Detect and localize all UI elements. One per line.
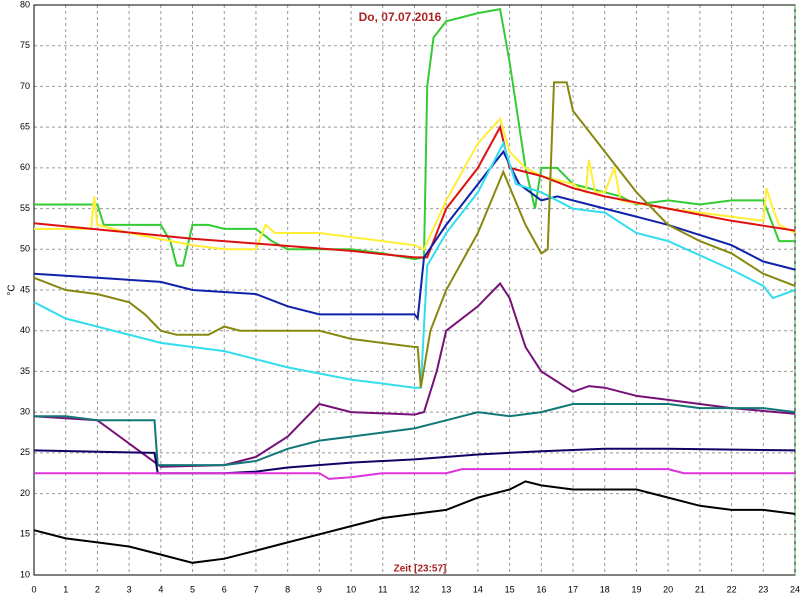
y-tick-label: 80 <box>20 0 30 9</box>
x-tick-label: 3 <box>127 584 132 594</box>
x-tick-label: 21 <box>695 584 705 594</box>
x-tick-label: 13 <box>441 584 451 594</box>
x-tick-label: 7 <box>253 584 258 594</box>
x-tick-label: 11 <box>378 584 387 594</box>
series-line <box>34 7 795 267</box>
series-line <box>34 117 796 251</box>
y-tick-label: 25 <box>20 447 30 457</box>
y-tick-label: 50 <box>20 244 30 254</box>
x-tick-label: 8 <box>285 584 290 594</box>
x-axis-label: Zeit [23:57] <box>394 564 447 575</box>
y-tick-label: 30 <box>20 407 30 417</box>
y-tick-label: 20 <box>20 488 30 498</box>
x-tick-label: 5 <box>190 584 195 594</box>
x-tick-label: 9 <box>317 584 322 594</box>
x-tick-label: 2 <box>95 584 100 594</box>
x-tick-label: 6 <box>222 584 227 594</box>
y-tick-label: 70 <box>20 81 30 91</box>
y-tick-label: 10 <box>20 569 30 579</box>
series-line <box>33 149 796 322</box>
x-tick-label: 24 <box>790 584 800 594</box>
x-tick-label: 4 <box>158 584 163 594</box>
y-tick-label: 75 <box>20 40 30 50</box>
y-tick-label: 40 <box>20 325 30 335</box>
series-line <box>34 468 795 480</box>
x-tick-label: 1 <box>63 584 68 594</box>
y-axis-label: °C <box>7 284 18 295</box>
chart-title: Do, 07.07.2016 <box>359 10 442 24</box>
x-tick-label: 17 <box>568 584 578 594</box>
x-tick-label: 20 <box>663 584 673 594</box>
x-tick-label: 15 <box>505 584 515 594</box>
x-tick-label: 19 <box>631 584 641 594</box>
x-tick-label: 12 <box>409 584 419 594</box>
y-tick-label: 65 <box>20 122 30 132</box>
y-tick-label: 55 <box>20 203 30 213</box>
x-tick-label: 22 <box>727 584 737 594</box>
y-tick-label: 15 <box>20 529 30 539</box>
series-line <box>33 140 796 389</box>
x-tick-label: 0 <box>31 584 36 594</box>
series-line <box>33 281 796 468</box>
y-tick-label: 60 <box>20 162 30 172</box>
series-line <box>33 81 796 388</box>
x-tick-label: 23 <box>758 584 768 594</box>
x-tick-label: 14 <box>473 584 483 594</box>
y-tick-label: 35 <box>20 366 30 376</box>
y-tick-label: 45 <box>20 284 30 294</box>
series-line <box>34 403 796 467</box>
x-tick-label: 18 <box>600 584 610 594</box>
x-tick-label: 16 <box>536 584 546 594</box>
x-tick-label: 10 <box>346 584 356 594</box>
series-line <box>33 480 796 564</box>
